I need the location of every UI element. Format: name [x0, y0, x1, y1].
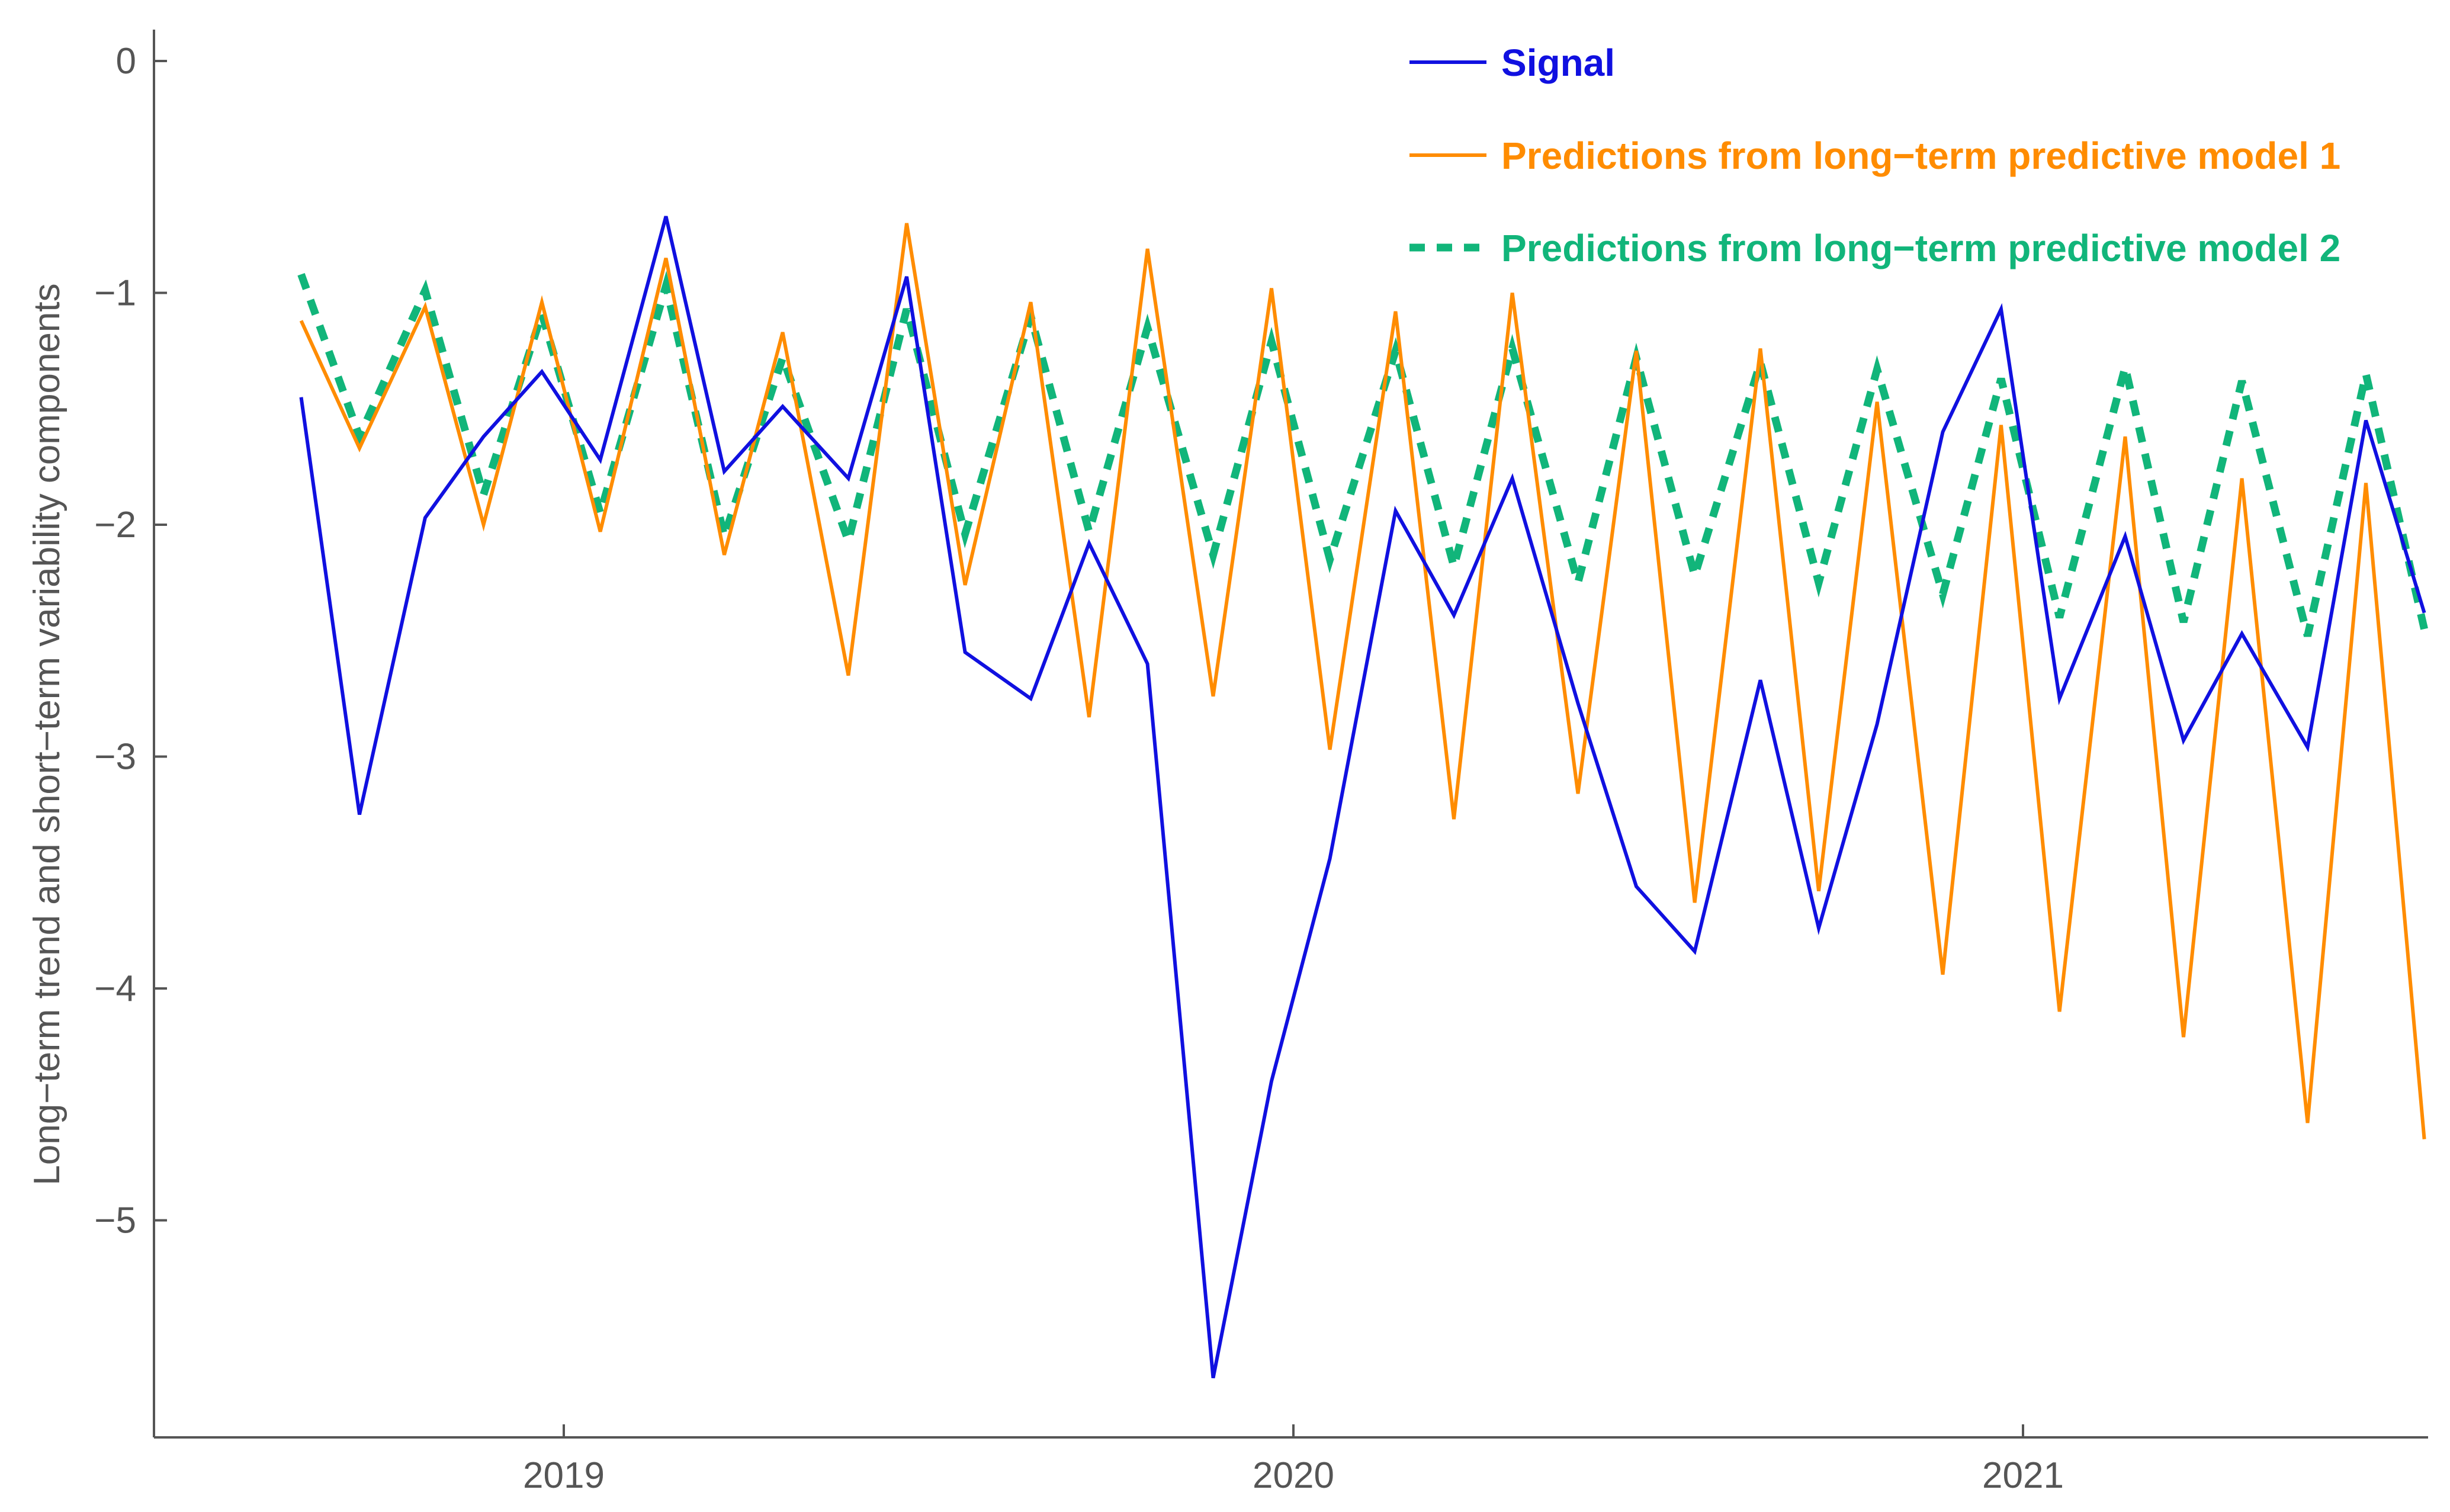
x-tick-label: 2021	[1982, 1455, 2064, 1496]
axes	[153, 30, 2428, 1439]
x-tick-label: 2019	[523, 1455, 605, 1496]
legend-label-1: Signal	[1501, 41, 1615, 84]
y-tick-label: −3	[94, 737, 136, 778]
x-ticks: 2019 2020 2021	[523, 1424, 2064, 1496]
y-tick-label: 0	[116, 41, 136, 82]
legend-label-3: Predictions from long−term predictive mo…	[1501, 227, 2340, 269]
y-tick-label: −4	[94, 968, 136, 1009]
x-tick-label: 2020	[1253, 1455, 1334, 1496]
y-ticks: 0 −1 −2 −3 −4 −5	[94, 41, 167, 1241]
y-tick-label: −2	[94, 505, 136, 545]
y-tick-label: −1	[94, 273, 136, 314]
series-line-1	[299, 216, 2426, 1379]
series-layer	[297, 216, 2428, 1379]
legend-label-2: Predictions from long−term predictive mo…	[1501, 134, 2340, 177]
legend: Signal Predictions from long−term predict…	[1409, 41, 2340, 269]
series-line-3	[297, 271, 2428, 637]
y-axis-label: Long−term trend and short−term variabili…	[27, 283, 68, 1185]
y-tick-label: −5	[94, 1200, 136, 1241]
series-line-2	[299, 223, 2426, 1139]
